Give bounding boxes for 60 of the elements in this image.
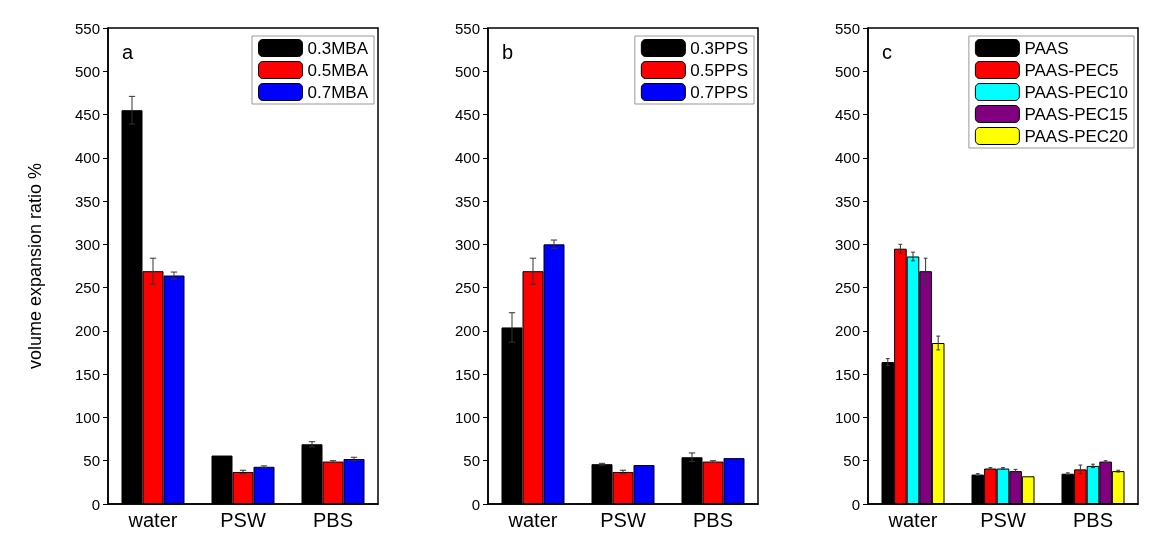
- x-tick-label: water: [507, 509, 558, 531]
- y-tick-label: 300: [454, 235, 480, 253]
- legend-label: 0.7PPS: [690, 82, 749, 102]
- y-tick-label: 350: [834, 192, 860, 210]
- y-tick-label: 150: [74, 365, 100, 383]
- y-tick-label: 100: [834, 408, 860, 426]
- y-tick-label: 100: [454, 408, 480, 426]
- legend-label: 0.3PPS: [690, 38, 749, 58]
- y-tick-label: 0: [471, 495, 480, 513]
- y-tick-label: 500: [454, 62, 480, 80]
- legend-label: PAAS-PEC15: [1024, 104, 1129, 124]
- y-tick-label: 250: [454, 279, 480, 297]
- legend-label: PAAS-PEC20: [1024, 126, 1129, 146]
- y-tick-label: 150: [834, 365, 860, 383]
- y-tick-label: 550: [454, 19, 480, 37]
- y-tick-label: 400: [834, 149, 860, 167]
- x-tick-label: PSW: [220, 509, 266, 531]
- y-tick-label: 450: [454, 106, 480, 124]
- y-tick-label: 450: [834, 106, 860, 124]
- annotation: a: [122, 41, 134, 63]
- y-tick-label: 400: [74, 149, 100, 167]
- legend-label: PAAS-PEC5: [1024, 60, 1119, 80]
- legend-label: 0.5PPS: [690, 60, 749, 80]
- y-tick-label: 500: [74, 62, 100, 80]
- y-tick-label: 450: [74, 106, 100, 124]
- y-tick-label: 300: [74, 235, 100, 253]
- y-tick-label: 550: [834, 19, 860, 37]
- x-tick-label: PBS: [692, 509, 734, 531]
- y-tick-label: 100: [74, 408, 100, 426]
- x-tick-label: water: [887, 509, 938, 531]
- y-tick-label: 350: [454, 192, 480, 210]
- y-tick-label: 0: [91, 495, 100, 513]
- y-tick-label: 200: [454, 322, 480, 340]
- y-tick-label: 350: [74, 192, 100, 210]
- y-tick-label: 500: [834, 62, 860, 80]
- y-tick-label: 50: [463, 452, 480, 470]
- y-tick-label: 50: [83, 452, 100, 470]
- x-tick-label: PSW: [600, 509, 646, 531]
- legend-label: PAAS: [1024, 38, 1069, 58]
- legend-label: PAAS-PEC10: [1024, 82, 1129, 102]
- x-tick-label: PBS: [1072, 509, 1114, 531]
- y-axis-title: volume expansion ratio %: [25, 162, 45, 370]
- y-tick-label: 50: [843, 452, 860, 470]
- y-tick-label: 150: [454, 365, 480, 383]
- legend-label: 0.3MBA: [307, 38, 369, 58]
- legend-label: 0.7MBA: [307, 82, 369, 102]
- y-tick-label: 300: [834, 235, 860, 253]
- legend-label: 0.5MBA: [307, 60, 369, 80]
- y-tick-label: 250: [834, 279, 860, 297]
- y-tick-label: 0: [851, 495, 860, 513]
- x-tick-label: PBS: [312, 509, 354, 531]
- y-tick-label: 550: [74, 19, 100, 37]
- x-tick-label: water: [127, 509, 178, 531]
- y-tick-label: 250: [74, 279, 100, 297]
- y-tick-label: 200: [74, 322, 100, 340]
- annotation: b: [502, 41, 514, 63]
- y-tick-label: 200: [834, 322, 860, 340]
- y-tick-label: 400: [454, 149, 480, 167]
- annotation: c: [882, 41, 892, 63]
- x-tick-label: PSW: [980, 509, 1026, 531]
